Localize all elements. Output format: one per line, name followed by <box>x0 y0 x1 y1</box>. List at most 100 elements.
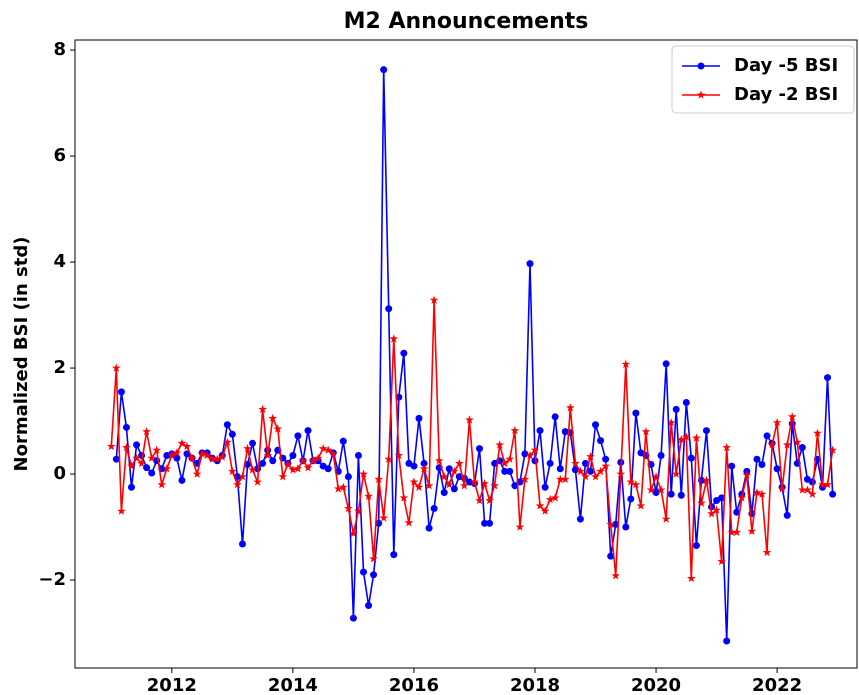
star-marker <box>374 474 383 483</box>
circle-marker <box>380 66 388 74</box>
circle-marker <box>753 455 761 463</box>
star-marker <box>581 472 590 481</box>
star-marker <box>485 496 494 505</box>
star-marker <box>243 444 252 453</box>
y-tick-label: 6 <box>53 145 66 166</box>
circle-marker <box>541 483 549 491</box>
star-marker <box>828 445 837 454</box>
star-marker <box>313 453 323 462</box>
star-marker <box>212 454 222 463</box>
star-marker <box>162 464 172 473</box>
circle-marker <box>178 476 186 484</box>
star-marker <box>520 474 530 483</box>
star-marker <box>238 472 247 481</box>
circle-marker <box>652 489 660 497</box>
star-marker <box>535 501 545 510</box>
legend-label: Day -2 BSI <box>734 84 838 105</box>
star-marker <box>263 450 272 460</box>
circle-marker <box>687 454 695 462</box>
star-marker <box>233 480 242 489</box>
star-marker <box>429 295 439 304</box>
star-marker <box>172 448 182 457</box>
star-marker <box>641 427 651 436</box>
star-marker <box>480 479 489 488</box>
star-marker <box>586 452 595 461</box>
star-marker <box>500 458 510 468</box>
x-tick-label: 2020 <box>631 675 681 695</box>
circle-marker <box>682 398 690 406</box>
circle-marker <box>798 444 806 452</box>
star-marker <box>258 404 267 414</box>
circle-marker <box>143 464 151 472</box>
circle-marker <box>657 451 665 459</box>
star-marker <box>651 472 661 481</box>
star-marker <box>530 445 540 454</box>
y-tick-label: 2 <box>53 357 66 378</box>
circle-marker <box>420 459 428 467</box>
circle-marker <box>349 614 357 622</box>
star-marker <box>182 441 192 451</box>
circle-marker <box>702 427 710 435</box>
circle-marker <box>627 495 635 503</box>
star-marker <box>671 469 681 478</box>
circle-marker <box>692 542 700 550</box>
star-marker <box>283 459 293 469</box>
star-marker <box>813 428 822 437</box>
star-marker <box>409 477 419 486</box>
star-marker <box>601 461 610 470</box>
y-tick-label: 8 <box>53 39 66 60</box>
circle-marker <box>269 457 277 465</box>
star-marker <box>364 491 373 500</box>
x-tick-label: 2018 <box>510 675 560 695</box>
star-marker <box>545 494 555 504</box>
star-marker <box>722 443 731 452</box>
star-marker <box>217 452 227 461</box>
circle-marker <box>506 467 514 475</box>
circle-marker <box>360 568 368 576</box>
star-marker <box>752 488 762 497</box>
star-marker <box>127 461 136 470</box>
legend-box <box>671 45 855 114</box>
circle-marker <box>602 455 610 463</box>
circle-marker <box>410 462 418 470</box>
circle-marker <box>370 571 378 579</box>
star-marker <box>278 472 288 481</box>
circle-marker <box>304 427 312 435</box>
star-marker <box>576 466 585 476</box>
star-marker <box>389 334 399 343</box>
star-marker <box>384 454 393 463</box>
circle-marker <box>148 469 156 477</box>
star-marker <box>137 458 146 468</box>
x-tick-label: 2014 <box>268 675 318 695</box>
star-marker <box>359 469 368 478</box>
star-marker <box>712 505 721 514</box>
star-marker <box>424 481 434 490</box>
circle-marker <box>536 427 544 435</box>
y-tick-label: 0 <box>53 463 66 484</box>
circle-marker <box>773 465 781 473</box>
star-marker <box>742 470 752 479</box>
circle-marker <box>607 552 615 560</box>
star-marker <box>782 440 792 449</box>
star-marker <box>616 469 626 478</box>
series-line <box>110 300 834 579</box>
star-marker <box>571 458 580 468</box>
star-marker <box>465 415 474 424</box>
star-marker <box>142 427 151 436</box>
circle-marker <box>733 508 741 516</box>
star-marker <box>323 445 333 454</box>
star-marker <box>228 466 237 476</box>
circle-marker <box>425 524 433 532</box>
star-marker <box>369 554 378 563</box>
circle-marker <box>511 482 519 490</box>
star-marker <box>187 453 197 462</box>
star-marker <box>702 475 711 485</box>
circle-marker <box>339 437 347 445</box>
circle-marker <box>824 374 832 382</box>
star-marker <box>510 426 520 435</box>
star-marker <box>707 509 716 518</box>
star-marker <box>792 437 802 446</box>
star-marker <box>197 449 207 458</box>
circle-marker <box>576 515 584 523</box>
circle-marker <box>728 462 736 470</box>
